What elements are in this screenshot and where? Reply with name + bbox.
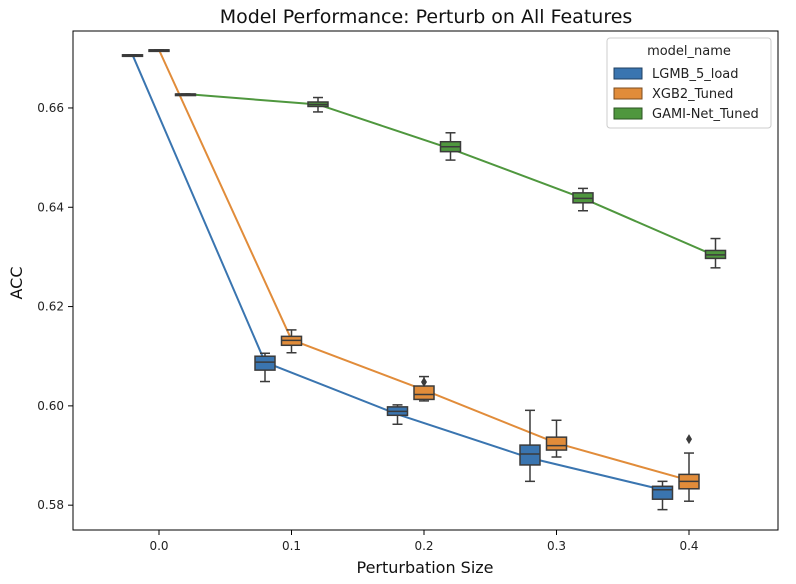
x-axis: 0.0 0.1 0.2 0.3 0.4 (149, 530, 699, 553)
chart-title: Model Performance: Perturb on All Featur… (220, 6, 633, 28)
box-plot (678, 452, 700, 502)
y-tick-label: 0.62 (37, 300, 64, 314)
box-plot (572, 187, 594, 212)
box-plot (439, 132, 462, 161)
outlier-point (686, 434, 692, 445)
box-body (519, 444, 541, 466)
legend-swatch (613, 67, 643, 80)
legend-swatch (613, 107, 643, 120)
box-plot (121, 54, 144, 58)
legend-label: XGB2_Tuned (652, 87, 733, 102)
box-plot (704, 237, 727, 269)
legend-title: model_name (647, 44, 731, 59)
y-tick-label: 0.58 (37, 498, 64, 512)
box-plot (174, 93, 197, 97)
x-tick-label: 0.1 (282, 539, 301, 553)
y-tick-label: 0.66 (37, 101, 64, 115)
x-tick-label: 0.3 (547, 539, 566, 553)
box-plot (651, 480, 674, 511)
box-body (545, 436, 568, 451)
x-axis-title: Perturbation Size (356, 558, 493, 577)
box-plot (386, 404, 409, 425)
plot-frame (72, 30, 779, 531)
box-plot (280, 329, 303, 354)
legend: model_name LGMB_5_load XGB2_Tuned GAMI-Net… (606, 37, 772, 129)
box-plot (545, 419, 568, 458)
plot-area (121, 49, 727, 511)
box-body (413, 385, 435, 401)
box-plot (254, 352, 276, 383)
box-plot (148, 49, 170, 53)
box-body (651, 485, 674, 500)
box-plot (307, 96, 329, 113)
legend-label: GAMI-Net_Tuned (652, 107, 759, 122)
y-tick-label: 0.60 (37, 399, 64, 413)
outlier-point (421, 377, 427, 388)
legend-label: LGMB_5_load (652, 67, 739, 82)
x-tick-label: 0.0 (149, 539, 168, 553)
y-tick-label: 0.64 (37, 200, 64, 214)
box-body (254, 355, 276, 371)
box-plot (519, 409, 541, 483)
y-axis-title: ACC (7, 266, 26, 299)
legend-swatch (613, 87, 643, 100)
x-tick-label: 0.2 (414, 539, 433, 553)
legend-frame (606, 37, 772, 129)
x-tick-label: 0.4 (679, 539, 698, 553)
y-axis: 0.58 0.60 0.62 0.64 0.66 (37, 101, 73, 512)
